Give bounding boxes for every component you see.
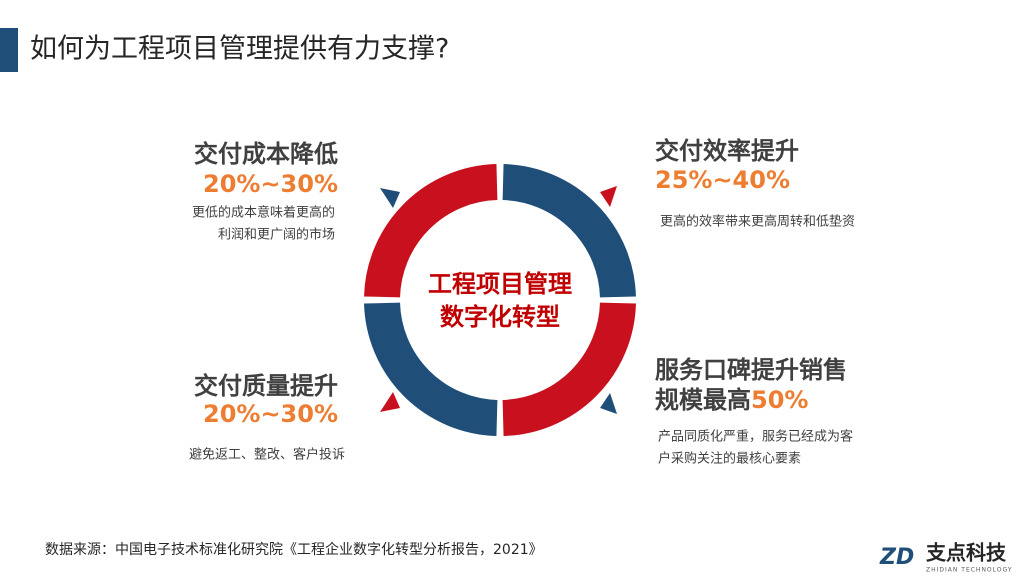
quadrant-figure-prefix: 规模最高: [655, 386, 751, 414]
ring-segment: [502, 164, 636, 298]
center-text: 工程项目管理: [428, 270, 572, 298]
quadrant-figure-line: 规模最高50%: [655, 386, 808, 414]
logo-mark: ZD: [879, 545, 914, 570]
quadrant-description: 更高的效率带来更高周转和低垫资: [660, 214, 855, 230]
quadrant-title: 交付效率提升: [655, 137, 799, 165]
quadrant-figure: 20%~30%: [203, 170, 338, 198]
quadrant-figure: 25%~40%: [655, 166, 790, 194]
ring-segment: [502, 302, 636, 436]
source-note: 数据来源：中国电子技术标准化研究院《工程企业数字化转型分析报告，2021》: [45, 541, 543, 558]
logo-tagline: ZHIDIAN TECHNOLOGY: [926, 567, 1013, 574]
quadrant-title: 服务口碑提升销售: [655, 356, 847, 384]
slide-title: 如何为工程项目管理提供有力支撑?: [30, 34, 449, 65]
quadrant-description: 户采购关注的最核心要素: [658, 451, 801, 467]
title-accent: [0, 28, 18, 72]
arrow: [600, 393, 617, 414]
arrow: [380, 188, 400, 208]
quadrant-description: 产品同质化严重，服务已经成为客: [658, 429, 853, 445]
arrow: [380, 392, 400, 412]
ring-segment: [364, 164, 498, 298]
quadrant-title: 交付成本降低: [194, 140, 338, 168]
quadrant-figure: 50%: [751, 386, 808, 414]
quadrant-title: 交付质量提升: [194, 372, 338, 400]
logo-name: 支点科技: [926, 541, 1007, 565]
quadrant-figure: 20%~30%: [203, 400, 338, 428]
quadrant-description: 利润和更广阔的市场: [218, 227, 335, 243]
quadrant-description: 避免返工、整改、客户投诉: [189, 447, 345, 463]
ring-segment: [364, 302, 498, 436]
center-text: 数字化转型: [440, 303, 560, 331]
arrow: [600, 186, 617, 207]
ring: [364, 164, 636, 436]
quadrant-description: 更低的成本意味着更高的: [192, 205, 335, 221]
